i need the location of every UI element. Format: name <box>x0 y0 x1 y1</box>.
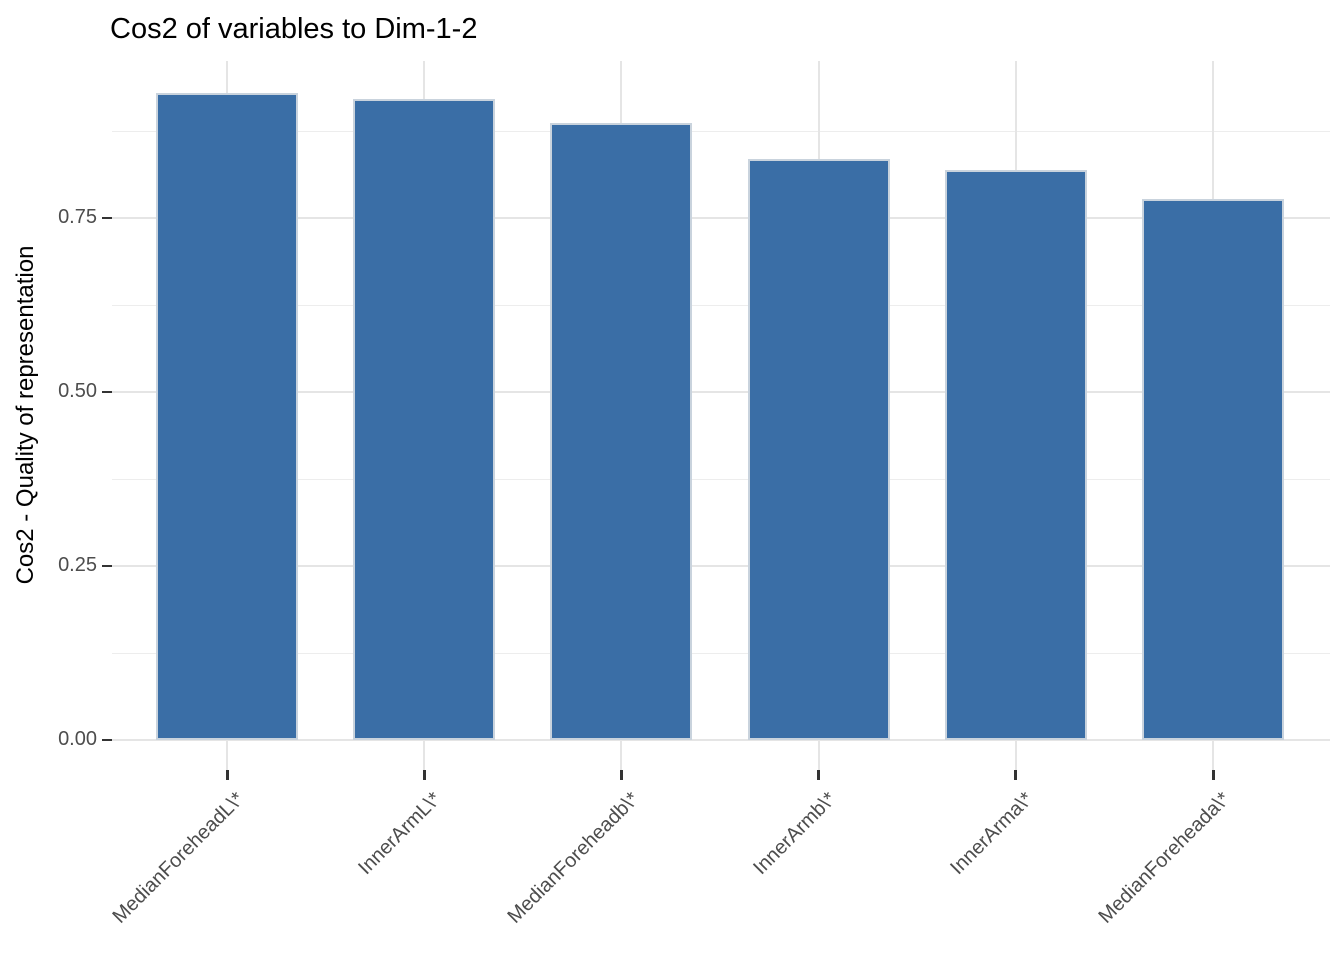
bar <box>156 93 298 741</box>
bar <box>747 159 890 741</box>
y-gridline-major <box>112 391 1330 394</box>
y-gridline-minor <box>112 130 1330 132</box>
x-axis-tick-label: InnerArmb\* <box>749 788 841 880</box>
x-axis-tick-label: MedianForeheadb\* <box>503 788 643 928</box>
y-gridline-major <box>112 565 1330 568</box>
y-gridline-major <box>112 739 1330 742</box>
y-gridline-major <box>112 217 1330 220</box>
y-gridline-minor <box>112 478 1330 480</box>
y-axis-tick-label: 0.00 <box>58 728 97 751</box>
bar <box>550 122 693 741</box>
bar <box>944 169 1087 741</box>
bar <box>1142 199 1284 741</box>
x-axis-tick-label: MedianForeheadL\* <box>108 788 249 928</box>
x-axis-tick <box>817 770 821 780</box>
y-axis-tick-label: 0.50 <box>58 380 97 403</box>
chart-title: Cos2 of variables to Dim-1-2 <box>110 13 478 45</box>
x-axis-tick-label: InnerArma\* <box>946 788 1038 880</box>
x-axis-tick <box>422 770 426 780</box>
y-gridline-minor <box>112 652 1330 654</box>
y-gridline-minor <box>112 304 1330 306</box>
y-axis-title: Cos2 - Quality of representation <box>12 245 39 585</box>
x-axis-tick-label: MedianForeheada\* <box>1094 788 1235 928</box>
y-axis-tick <box>102 217 112 220</box>
x-axis-tick <box>1211 770 1215 780</box>
x-axis-tick <box>1014 770 1018 780</box>
y-axis-tick <box>102 565 112 568</box>
y-axis-tick-label: 0.25 <box>58 554 97 577</box>
x-axis-tick <box>619 770 623 780</box>
y-axis-tick-label: 0.75 <box>58 206 97 229</box>
y-axis-tick <box>102 391 112 394</box>
x-axis-tick <box>225 770 229 780</box>
x-axis-tick-label: InnerArmL\* <box>354 788 446 880</box>
y-axis-tick <box>102 739 112 742</box>
bar <box>353 98 496 741</box>
